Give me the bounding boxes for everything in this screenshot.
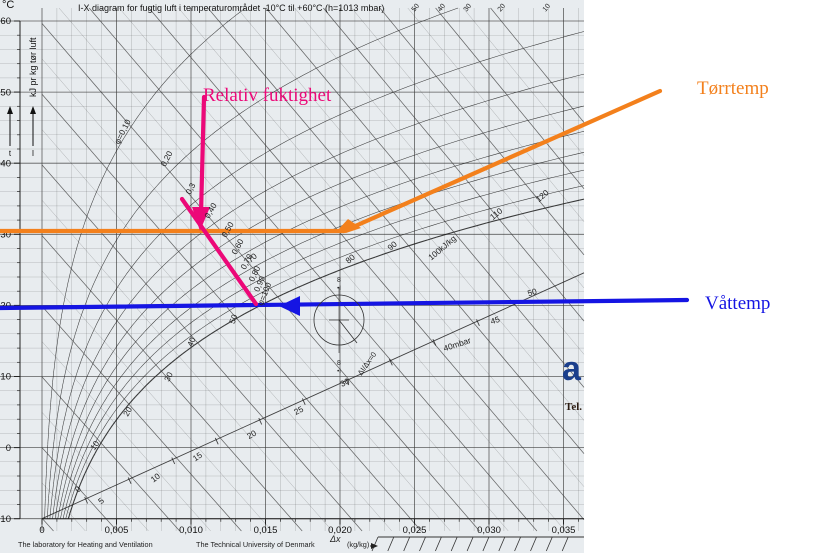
svg-text:Tørrtemp: Tørrtemp xyxy=(697,78,769,99)
svg-text:Våttemp: Våttemp xyxy=(705,293,770,314)
